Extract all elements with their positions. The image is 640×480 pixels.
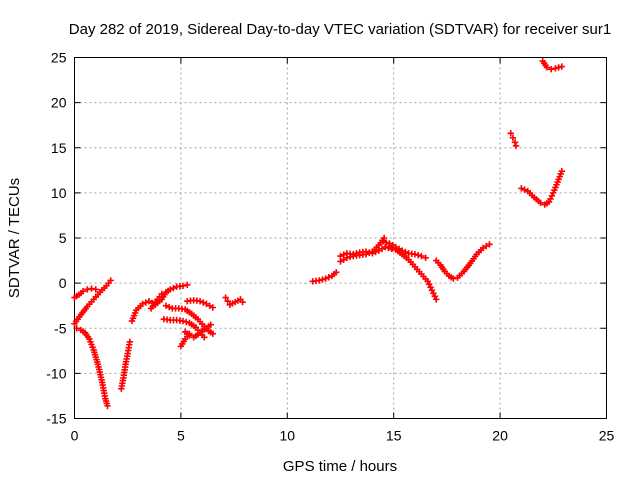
data-point xyxy=(239,298,246,306)
data-point xyxy=(209,330,217,337)
series-arc1 xyxy=(71,285,99,301)
data-point xyxy=(547,66,555,73)
x-tick-label: 5 xyxy=(177,428,185,444)
data-point xyxy=(142,299,149,306)
y-tick-label: 15 xyxy=(51,140,67,156)
x-axis-label: GPS time / hours xyxy=(283,458,397,475)
data-point xyxy=(319,276,326,283)
data-point xyxy=(73,325,80,332)
series-arc7 xyxy=(162,302,217,337)
data-point xyxy=(107,277,114,284)
data-point xyxy=(433,296,440,303)
data-point xyxy=(543,64,551,71)
data-point xyxy=(511,139,519,146)
series-arc4 xyxy=(118,338,134,392)
data-point xyxy=(184,281,191,289)
x-tick-label: 20 xyxy=(492,428,508,444)
data-point xyxy=(521,186,528,193)
data-point xyxy=(162,302,170,309)
data-point xyxy=(346,253,354,261)
data-point xyxy=(207,321,214,328)
y-axis-ticks: -15 -10 -5 0 5 10 15 20 25 xyxy=(46,50,607,427)
data-point xyxy=(411,251,419,258)
data-point xyxy=(88,285,95,292)
series-arc6 xyxy=(147,290,165,312)
y-axis-label: SDTVAR / TECUs xyxy=(6,178,23,298)
data-point xyxy=(186,330,193,337)
series-arc12 xyxy=(222,294,246,308)
data-point xyxy=(379,238,387,245)
series-arc11 xyxy=(177,330,193,350)
data-point xyxy=(224,297,231,305)
series-arc5 xyxy=(128,281,191,325)
data-point xyxy=(343,254,351,262)
data-point xyxy=(555,64,562,71)
data-point xyxy=(104,402,111,410)
data-point xyxy=(507,130,514,137)
data-point xyxy=(414,251,422,259)
data-point xyxy=(512,142,520,150)
y-tick-label: 20 xyxy=(51,95,67,111)
y-tick-label: 0 xyxy=(59,275,67,291)
data-point xyxy=(558,168,566,175)
data-point xyxy=(200,299,207,306)
data-point xyxy=(518,185,525,192)
data-point xyxy=(380,234,388,242)
data-point xyxy=(92,286,99,293)
data-point xyxy=(84,286,91,293)
y-tick-label: -10 xyxy=(46,365,66,381)
data-point xyxy=(450,275,457,282)
series-arc21 xyxy=(539,57,566,73)
data-point xyxy=(79,288,87,295)
x-tick-label: 10 xyxy=(280,428,296,444)
series-arc2 xyxy=(71,277,114,327)
data-marks xyxy=(71,57,566,410)
series-arc19 xyxy=(507,130,520,150)
x-tick-label: 25 xyxy=(599,428,615,444)
x-axis-ticks: 0 5 10 15 20 25 xyxy=(71,57,615,444)
data-point xyxy=(322,275,329,282)
data-point xyxy=(366,249,373,257)
data-point xyxy=(325,274,332,281)
data-point xyxy=(126,338,134,345)
data-point xyxy=(196,297,204,305)
series-arc17 xyxy=(386,243,440,303)
data-point xyxy=(418,252,425,260)
data-point xyxy=(183,318,190,326)
y-tick-label: 5 xyxy=(59,230,67,246)
series-arc18 xyxy=(433,241,493,282)
y-tick-label: -15 xyxy=(46,411,66,427)
data-point xyxy=(179,317,187,325)
data-point xyxy=(316,277,323,284)
data-point xyxy=(422,254,429,262)
data-point xyxy=(537,199,544,207)
data-point xyxy=(333,269,340,276)
data-point xyxy=(158,290,165,298)
data-point xyxy=(209,304,217,311)
data-point xyxy=(509,134,517,142)
data-point xyxy=(558,63,566,70)
chart-title: Day 282 of 2019, Sidereal Day-to-day VTE… xyxy=(69,21,611,38)
series-arc9 xyxy=(184,297,217,311)
data-point xyxy=(222,294,229,301)
y-tick-label: -5 xyxy=(54,320,67,336)
y-tick-label: 10 xyxy=(51,185,67,201)
data-point xyxy=(552,65,559,72)
data-point xyxy=(383,239,390,246)
grid xyxy=(74,57,607,419)
data-point xyxy=(486,241,493,248)
series-arc20 xyxy=(518,168,566,208)
data-point xyxy=(165,303,173,311)
series-arc3 xyxy=(73,325,111,410)
y-tick-label: 25 xyxy=(51,50,67,66)
data-point xyxy=(201,334,208,341)
series-arc13 xyxy=(309,269,340,285)
x-tick-label: 15 xyxy=(386,428,402,444)
x-tick-label: 0 xyxy=(71,428,79,444)
data-point xyxy=(179,282,187,290)
